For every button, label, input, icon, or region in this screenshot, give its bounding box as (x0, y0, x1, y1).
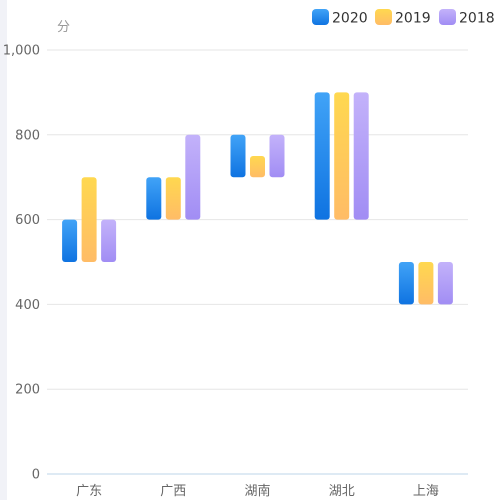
legend-swatch-2019[interactable] (375, 9, 392, 25)
bar-2018[interactable] (101, 219, 117, 262)
y-tick-label: 1,000 (3, 44, 40, 59)
bar-2019[interactable] (165, 177, 181, 220)
bar-2019[interactable] (418, 262, 434, 305)
grid-lines: 0 200 400 600 800 1,000 (3, 44, 468, 483)
y-tick-label: 800 (15, 128, 40, 143)
y-tick-label: 0 (32, 468, 40, 483)
axes: 广东 广西 湖南 湖北 上海 (47, 473, 468, 499)
legend-swatch-2018[interactable] (439, 9, 456, 25)
bar-2020[interactable] (62, 219, 78, 262)
x-category-label: 湖南 (244, 483, 270, 499)
bar-2018[interactable] (353, 92, 369, 220)
legend-label-2020[interactable]: 2020 (332, 11, 368, 27)
legend[interactable]: 2020 2019 2018 (312, 9, 495, 27)
y-tick-label: 200 (15, 383, 40, 398)
y-unit-label: 分 (57, 20, 70, 35)
bar-2020[interactable] (146, 177, 162, 220)
bar-2020[interactable] (230, 134, 246, 178)
bar-2019[interactable] (81, 177, 97, 262)
legend-label-2019[interactable]: 2019 (395, 11, 431, 27)
bar-2020[interactable] (398, 262, 414, 305)
x-category-label: 广东 (76, 484, 102, 499)
bars (62, 92, 453, 305)
x-category-label: 湖北 (329, 484, 355, 499)
bar-2020[interactable] (314, 92, 330, 220)
y-tick-label: 400 (15, 298, 40, 313)
x-category-label: 广西 (160, 484, 186, 499)
bar-2018[interactable] (269, 134, 285, 178)
bar-2019[interactable] (334, 92, 350, 220)
bar-2018[interactable] (437, 262, 453, 305)
bar-2018[interactable] (185, 134, 201, 220)
legend-swatch-2020[interactable] (312, 9, 329, 25)
bar-2019[interactable] (250, 156, 265, 178)
x-category-label: 上海 (413, 484, 439, 499)
left-edge-strip (0, 0, 7, 500)
legend-label-2018[interactable]: 2018 (459, 11, 495, 27)
y-tick-label: 600 (15, 213, 40, 228)
